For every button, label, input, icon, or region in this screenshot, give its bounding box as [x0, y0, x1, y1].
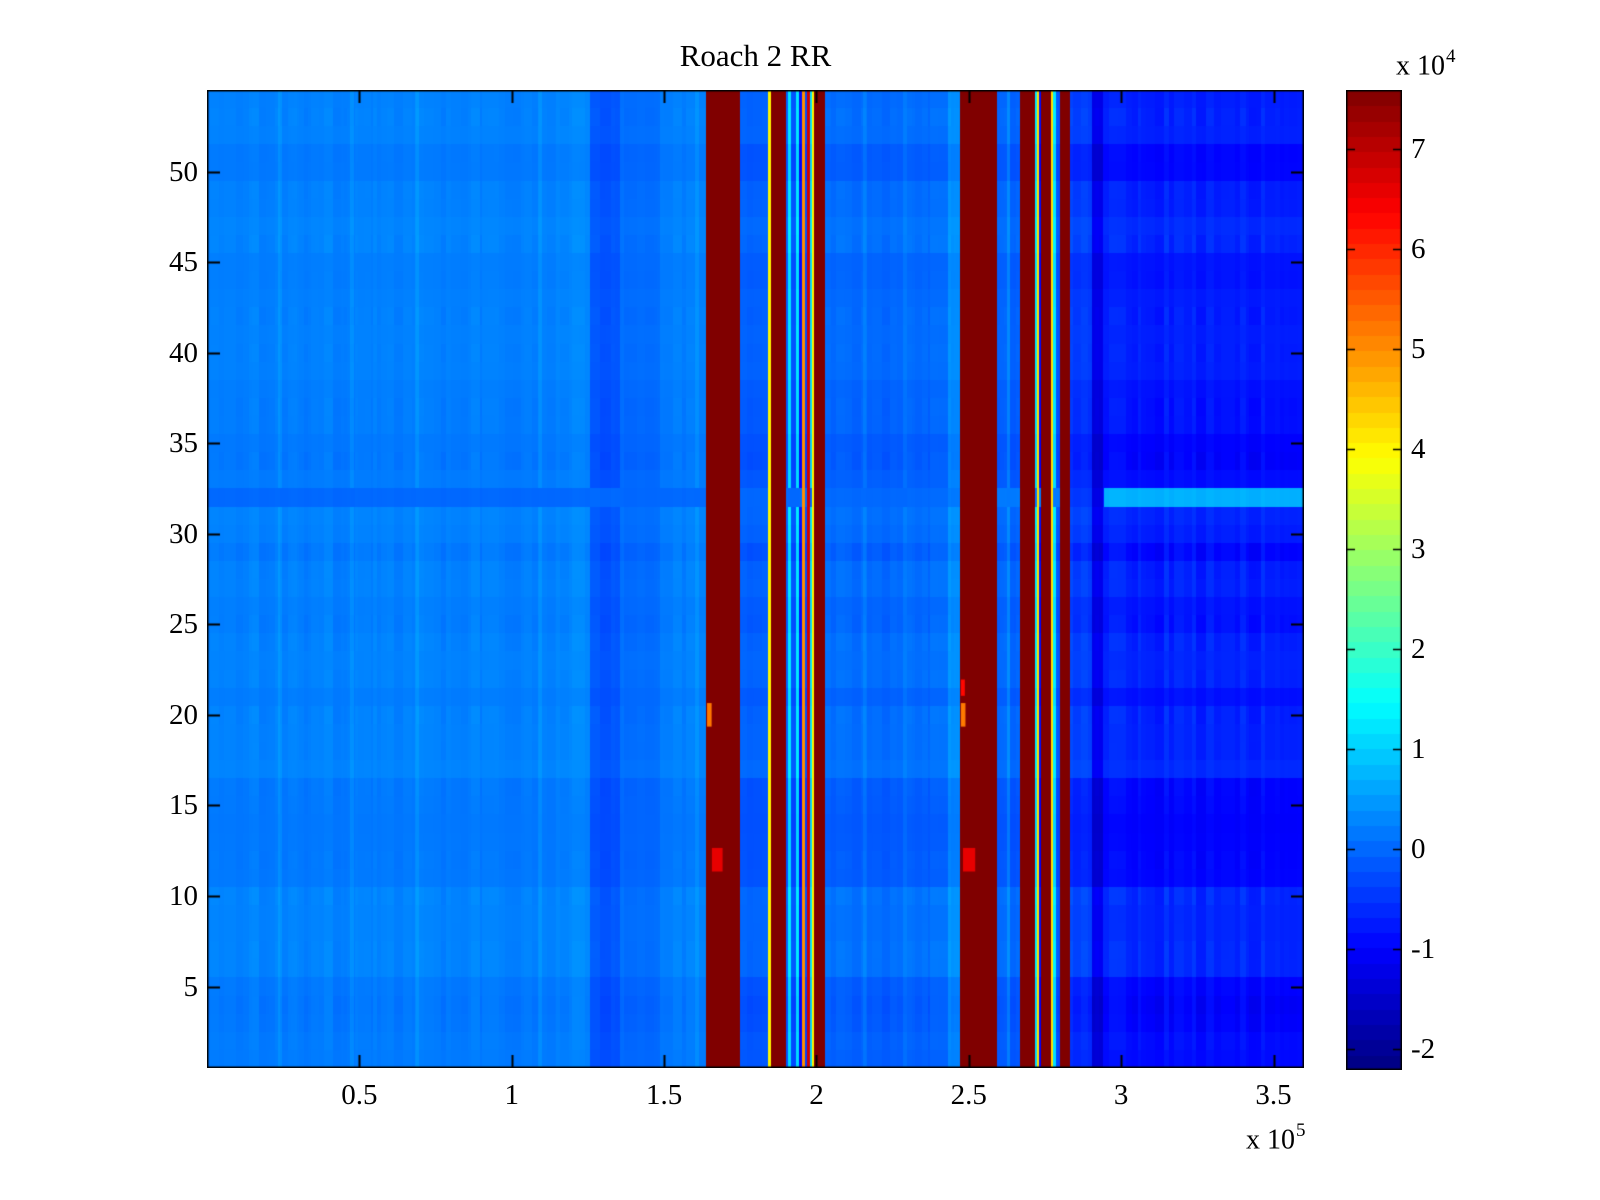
y-tick-label: 40 — [169, 336, 198, 369]
y-tick-label: 15 — [169, 789, 198, 822]
x-tick-label: 2.5 — [950, 1079, 987, 1111]
y-tick-label: 35 — [169, 427, 198, 460]
x-tick-label: 3 — [1113, 1079, 1129, 1111]
colorbar-canvas — [1346, 90, 1402, 1070]
colorbar-exponent-sup: 4 — [1446, 46, 1456, 67]
x-tick-label: 3.5 — [1255, 1079, 1292, 1111]
x-tick-label: 1 — [504, 1079, 519, 1111]
colorbar-exponent-label: x 104 — [1396, 46, 1456, 82]
plot-title: Roach 2 RR — [679, 38, 832, 73]
x-axis-exponent-base: x 10 — [1246, 1124, 1295, 1156]
x-tick-label: 1.5 — [645, 1079, 683, 1111]
colorbar-tick-label: 4 — [1411, 433, 1426, 465]
heatmap-canvas — [207, 90, 1304, 1068]
x-axis-exponent-sup: 5 — [1296, 1120, 1306, 1141]
y-tick-label: 25 — [169, 608, 198, 641]
colorbar-tick-label: 7 — [1411, 133, 1426, 165]
colorbar-tick-label: 1 — [1411, 733, 1426, 765]
x-tick-label: 2 — [809, 1079, 824, 1111]
x-tick-label: 0.5 — [341, 1079, 378, 1111]
colorbar-exponent-base: x 10 — [1396, 50, 1445, 82]
colorbar-tick-label: 3 — [1411, 533, 1426, 565]
colorbar-tick-label: -1 — [1411, 933, 1436, 965]
colorbar-tick-label: -2 — [1411, 1033, 1436, 1065]
colorbar-tick-label: 0 — [1411, 833, 1426, 865]
colorbar-tick-label: 5 — [1411, 333, 1426, 365]
y-tick-label: 45 — [169, 246, 198, 279]
colorbar-tick-label: 2 — [1411, 633, 1426, 665]
y-tick-label: 30 — [169, 517, 198, 550]
y-tick-label: 50 — [169, 155, 198, 188]
y-tick-label: 10 — [169, 879, 198, 912]
x-axis-exponent-label: x 105 — [1246, 1120, 1306, 1156]
y-tick-label: 5 — [183, 970, 199, 1003]
colorbar-tick-label: 6 — [1411, 233, 1426, 265]
y-tick-label: 20 — [169, 698, 198, 731]
